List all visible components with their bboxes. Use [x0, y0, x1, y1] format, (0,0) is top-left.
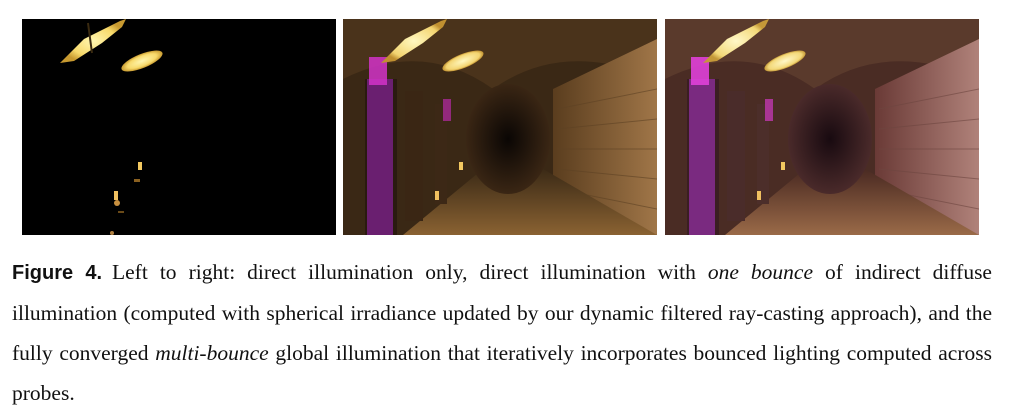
panel-direct-illumination — [22, 19, 336, 235]
panel-one-bounce — [343, 19, 657, 235]
multi-bounce-render — [665, 19, 979, 235]
one-bounce-render — [343, 19, 657, 235]
caption-text-1: Left to right: direct illumination only,… — [112, 260, 708, 284]
caption-text-2: of indirect diffuse illumination (comput… — [12, 260, 992, 365]
figure-label: Figure 4. — [12, 262, 102, 284]
caption-emphasis-multi-bounce: multi-bounce — [155, 341, 269, 365]
panel-multi-bounce — [665, 19, 979, 235]
direct-illumination-render — [22, 19, 336, 235]
caption-emphasis-one-bounce: one bounce — [707, 260, 814, 284]
figure-caption: Figure 4. Left to right: direct illuminat… — [12, 252, 992, 413]
figure-image-row — [22, 19, 979, 235]
caption-text-3: global illumination that iteratively inc… — [12, 341, 992, 405]
